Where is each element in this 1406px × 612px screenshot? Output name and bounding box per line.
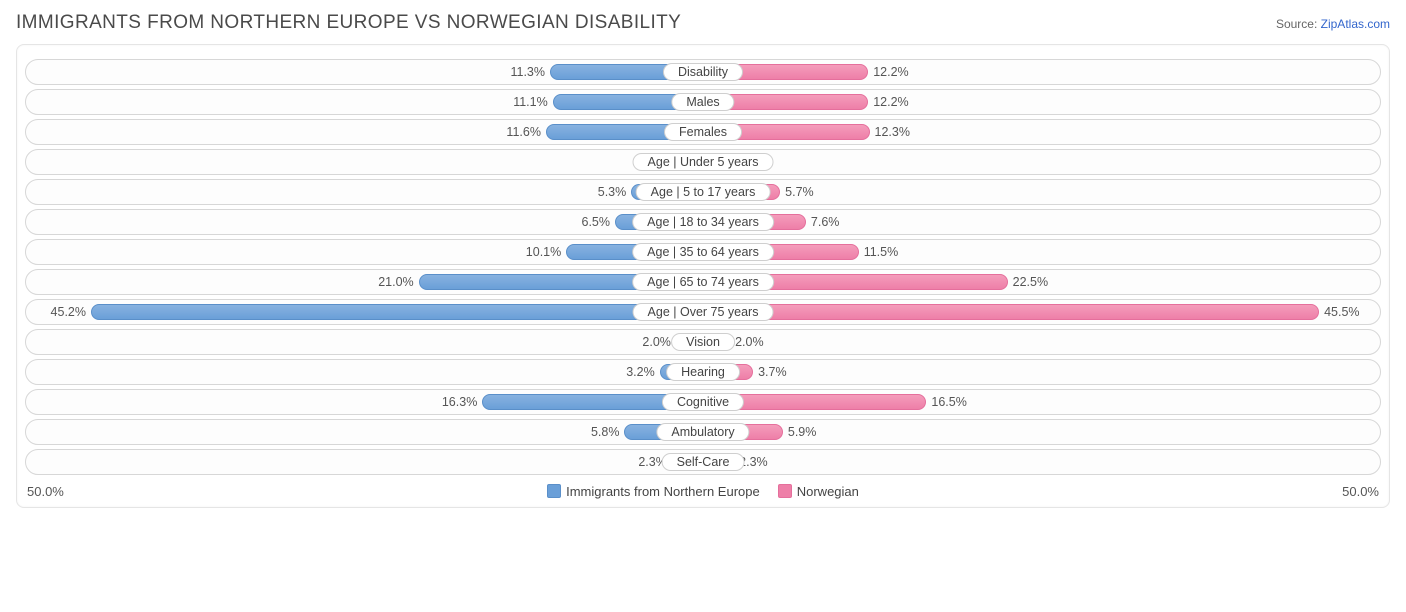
chart-row: 11.1% 12.2% Males: [25, 89, 1381, 115]
chart-row: 16.3% 16.5% Cognitive: [25, 389, 1381, 415]
value-right: 12.3%: [875, 125, 910, 139]
chart-row: 11.6% 12.3% Females: [25, 119, 1381, 145]
source-link[interactable]: ZipAtlas.com: [1321, 17, 1390, 31]
category-label: Self-Care: [662, 453, 745, 471]
category-label: Females: [664, 123, 742, 141]
source-attribution: Source: ZipAtlas.com: [1276, 17, 1390, 31]
value-left: 3.2%: [626, 365, 655, 379]
legend-label-right: Norwegian: [797, 484, 859, 499]
diverging-bar-chart: 11.3% 12.2% Disability 11.1% 12.2% Males 11.6%…: [16, 44, 1390, 508]
value-right: 22.5%: [1013, 275, 1048, 289]
value-left: 11.6%: [506, 125, 541, 139]
legend-item-right: Norwegian: [778, 484, 859, 499]
chart-row: 21.0% 22.5% Age | 65 to 74 years: [25, 269, 1381, 295]
legend-swatch-left: [547, 484, 561, 498]
category-label: Age | 5 to 17 years: [636, 183, 771, 201]
legend-label-left: Immigrants from Northern Europe: [566, 484, 760, 499]
category-label: Vision: [671, 333, 735, 351]
chart-row: 10.1% 11.5% Age | 35 to 64 years: [25, 239, 1381, 265]
category-label: Age | Over 75 years: [633, 303, 774, 321]
axis-right-max: 50.0%: [1342, 484, 1379, 499]
category-label: Hearing: [666, 363, 740, 381]
value-right: 7.6%: [811, 215, 840, 229]
legend-item-left: Immigrants from Northern Europe: [547, 484, 760, 499]
axis-left-max: 50.0%: [27, 484, 64, 499]
chart-footer: 50.0% Immigrants from Northern Europe No…: [25, 481, 1381, 501]
chart-title: IMMIGRANTS FROM NORTHERN EUROPE VS NORWE…: [16, 12, 681, 34]
chart-row: 6.5% 7.6% Age | 18 to 34 years: [25, 209, 1381, 235]
value-left: 6.5%: [582, 215, 611, 229]
chart-row: 11.3% 12.2% Disability: [25, 59, 1381, 85]
value-right: 12.2%: [873, 65, 908, 79]
category-label: Age | 18 to 34 years: [632, 213, 774, 231]
value-left: 2.0%: [642, 335, 671, 349]
chart-row: 5.8% 5.9% Ambulatory: [25, 419, 1381, 445]
chart-row: 45.2%45.5%Age | Over 75 years: [25, 299, 1381, 325]
value-right: 5.7%: [785, 185, 814, 199]
chart-row: 2.0% 2.0%Vision: [25, 329, 1381, 355]
category-label: Age | 35 to 64 years: [632, 243, 774, 261]
value-left: 16.3%: [442, 395, 477, 409]
bar-left: 45.2%: [91, 304, 703, 320]
value-left: 21.0%: [378, 275, 413, 289]
value-left: 5.8%: [591, 425, 620, 439]
legend-swatch-right: [778, 484, 792, 498]
chart-row: 1.3%1.7%Age | Under 5 years: [25, 149, 1381, 175]
category-label: Cognitive: [662, 393, 744, 411]
chart-row: 2.3%2.3%Self-Care: [25, 449, 1381, 475]
category-label: Ambulatory: [656, 423, 749, 441]
chart-row: 3.2% 3.7% Hearing: [25, 359, 1381, 385]
legend: Immigrants from Northern Europe Norwegia…: [547, 484, 859, 499]
value-left: 10.1%: [526, 245, 561, 259]
source-prefix: Source:: [1276, 17, 1321, 31]
category-label: Males: [671, 93, 734, 111]
chart-row: 5.3% 5.7% Age | 5 to 17 years: [25, 179, 1381, 205]
value-right: 16.5%: [931, 395, 966, 409]
value-right: 45.5%: [1324, 305, 1359, 319]
value-right: 3.7%: [758, 365, 787, 379]
value-right: 11.5%: [864, 245, 899, 259]
bar-right: 45.5%: [703, 304, 1319, 320]
category-label: Age | Under 5 years: [633, 153, 774, 171]
value-left: 45.2%: [51, 305, 86, 319]
value-left: 5.3%: [598, 185, 627, 199]
value-right: 2.0%: [735, 335, 764, 349]
value-left: 11.3%: [510, 65, 545, 79]
value-left: 11.1%: [513, 95, 548, 109]
category-label: Disability: [663, 63, 743, 81]
value-right: 12.2%: [873, 95, 908, 109]
category-label: Age | 65 to 74 years: [632, 273, 774, 291]
value-right: 5.9%: [788, 425, 817, 439]
